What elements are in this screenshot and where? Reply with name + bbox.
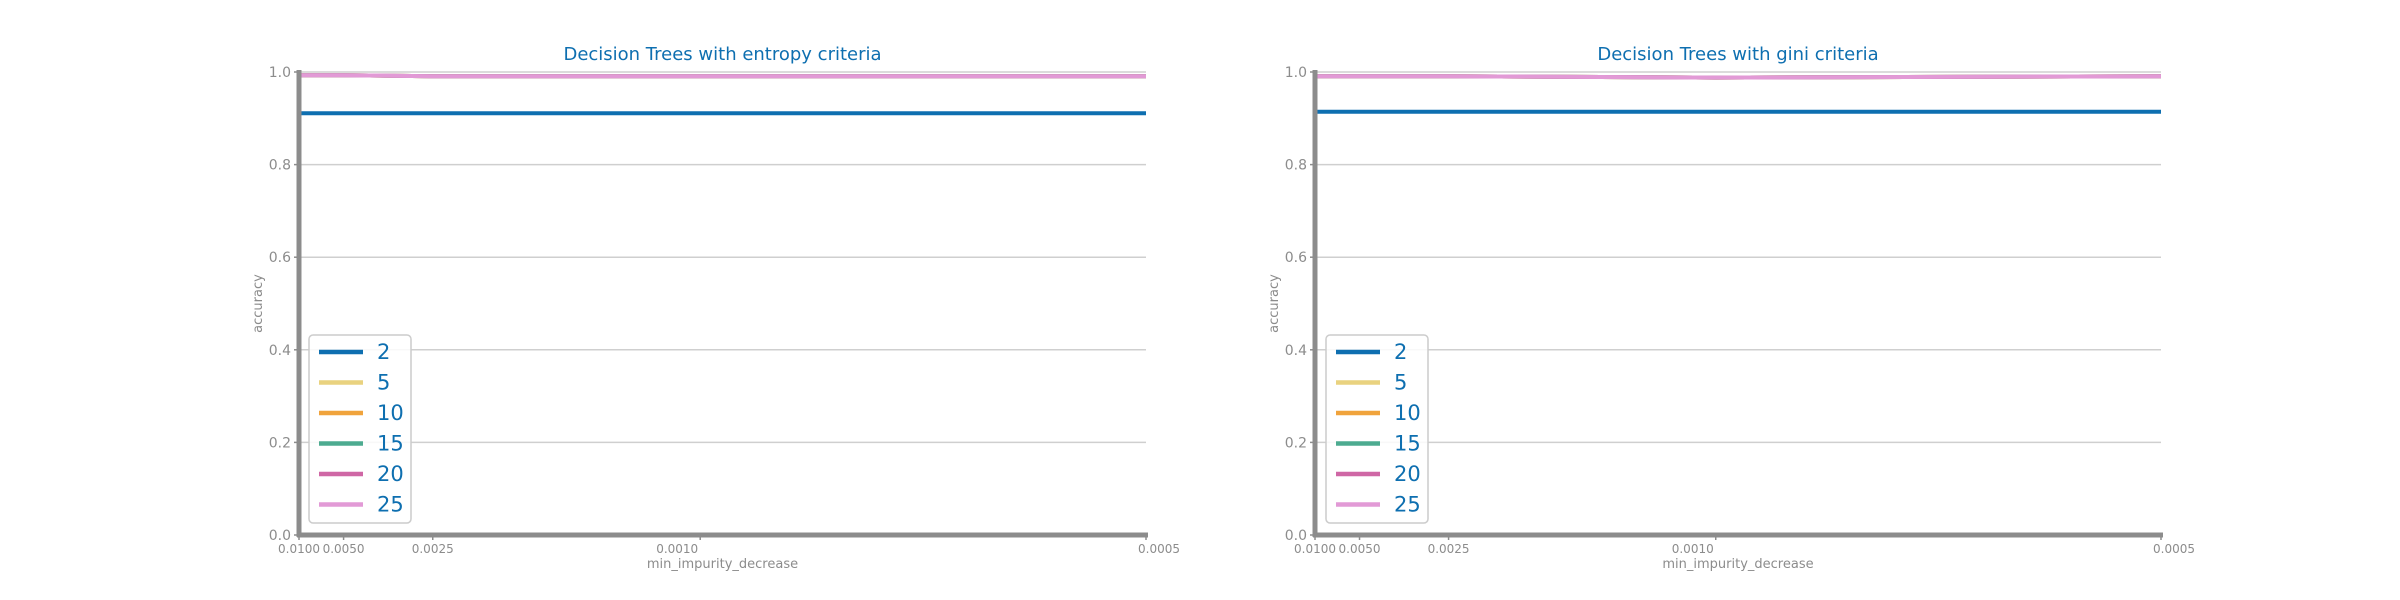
- legend-label-20: 20: [377, 462, 404, 486]
- y-axis-label: accuracy: [251, 274, 266, 333]
- x-axis-label: min_impurity_decrease: [647, 557, 798, 572]
- y-tick-label: 0.4: [1285, 343, 1307, 359]
- x-axis-label: min_impurity_decrease: [1662, 557, 1813, 572]
- y-tick-label: 1.0: [1285, 65, 1307, 81]
- y-tick-label: 0.0: [1285, 528, 1307, 544]
- series-line-25: [1315, 74, 2162, 80]
- legend-label-5: 5: [1394, 371, 1407, 395]
- y-tick-label: 0.4: [269, 343, 291, 359]
- chart-panel-gini: 0.0 0.2 0.4 0.6 0.8 1.0 0.0100 0.0050 0.0025 0.00…: [1267, 44, 2195, 572]
- x-tick-label: 0.0005: [2153, 542, 2195, 556]
- x-tick-label: 0.0100: [278, 542, 320, 556]
- y-tick-label: 0.8: [269, 158, 291, 174]
- legend-label-25: 25: [377, 493, 404, 517]
- x-tick-label: 0.0010: [1672, 542, 1714, 556]
- x-tick-label: 0.0025: [412, 542, 454, 556]
- legend-label-20: 20: [1394, 462, 1421, 486]
- y-axis-label: accuracy: [1267, 274, 1282, 333]
- y-tick-label: 0.2: [269, 435, 291, 451]
- x-tick-label: 0.0005: [1138, 542, 1180, 556]
- y-tick-label: 0.8: [1285, 158, 1307, 174]
- y-tick-label: 1.0: [269, 65, 291, 81]
- y-tick-label: 0.6: [269, 250, 291, 266]
- x-tick-label: 0.0050: [323, 542, 365, 556]
- legend-label-5: 5: [377, 371, 390, 395]
- legend-label-2: 2: [1394, 340, 1407, 364]
- legend-label-15: 15: [377, 432, 404, 456]
- legend-label-2: 2: [377, 340, 390, 364]
- x-tick-label: 0.0050: [1339, 542, 1381, 556]
- legend-label-10: 10: [377, 401, 404, 425]
- x-tick-label: 0.0100: [1294, 542, 1336, 556]
- x-tick-label: 0.0010: [656, 542, 698, 556]
- legend-label-15: 15: [1394, 432, 1421, 456]
- legend-label-10: 10: [1394, 401, 1421, 425]
- chart-title: Decision Trees with gini criteria: [1597, 44, 1878, 65]
- y-tick-label: 0.2: [1285, 435, 1307, 451]
- chart-panel-entropy: 0.0 0.2 0.4 0.6 0.8 1.0 0.0100 0.0050 0.0025 0.00…: [251, 44, 1180, 572]
- x-tick-label: 0.0025: [1428, 542, 1470, 556]
- y-tick-label: 0.6: [1285, 250, 1307, 266]
- chart-title: Decision Trees with entropy criteria: [563, 44, 881, 65]
- y-tick-label: 0.0: [269, 528, 291, 544]
- legend-label-25: 25: [1394, 493, 1421, 517]
- series-line-25: [299, 73, 1146, 79]
